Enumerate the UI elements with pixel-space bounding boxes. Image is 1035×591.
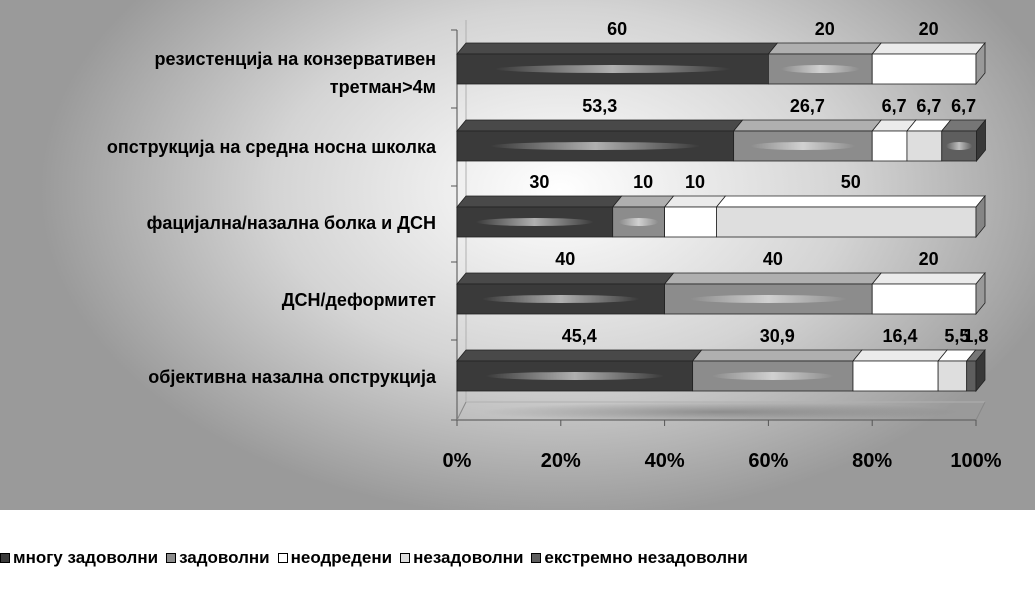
data-label: 45,4: [562, 326, 597, 346]
x-tick-label: 0%: [443, 450, 472, 472]
bar-chart: 0% 20% 40% 60% 80% 100% резистенција на конзер…: [107, 19, 1002, 472]
data-label: 30: [529, 172, 549, 192]
x-tick-label: 20%: [541, 450, 581, 472]
bar-segment: [871, 130, 908, 162]
bar-segment-top: [852, 349, 948, 362]
bar-segment-highlight: [618, 218, 659, 226]
bar-segment-highlight: [780, 65, 860, 73]
bar-segment: [664, 206, 717, 238]
bar-segment-side: [975, 194, 986, 239]
data-label: 10: [685, 172, 705, 192]
x-tick-label: 60%: [748, 450, 788, 472]
legend-label: неодредени: [290, 548, 393, 567]
data-label: 20: [919, 249, 939, 269]
bar-segment-top: [456, 195, 623, 208]
bar-segment-side: [976, 118, 986, 163]
legend-swatch: [166, 553, 177, 563]
x-tick-label: 40%: [645, 450, 685, 472]
bar-segment-top: [871, 42, 986, 55]
bar-segment-top: [456, 42, 779, 55]
bar-segment-highlight: [945, 142, 973, 150]
bar-segment-highlight: [711, 372, 834, 380]
category-label: опструкција на средна носна школка: [107, 137, 437, 157]
bar-segment-highlight: [490, 142, 701, 150]
bar-segment: [966, 360, 977, 392]
data-label: 40: [763, 249, 783, 269]
data-label: 20: [815, 19, 835, 39]
data-label: 26,7: [790, 96, 825, 116]
legend-swatch: [531, 553, 542, 563]
legend-swatch: [0, 553, 10, 563]
category-label: фацијална/назална болка и ДСН: [147, 213, 436, 233]
legend-label: задоволни: [179, 548, 270, 567]
category-label: третман>4м: [330, 77, 436, 97]
x-tick-label: 100%: [950, 450, 1001, 472]
legend-item: екстремно незадоволни: [531, 548, 748, 568]
bar-segment-top: [611, 195, 675, 208]
legend-label: незадоволни: [413, 548, 524, 567]
bar-segment-top: [732, 119, 883, 132]
bar-segment-side: [975, 271, 986, 316]
bar-segment-top: [691, 349, 863, 362]
bar-segment-highlight: [475, 218, 595, 226]
bar-segment-highlight: [494, 65, 732, 73]
floor-shadow: [480, 402, 960, 422]
data-label: 10: [633, 172, 653, 192]
bar-segment: [906, 130, 943, 162]
bar-segment-top: [663, 272, 883, 285]
legend-item: незадоволни: [400, 548, 523, 568]
bar-segment-top: [456, 349, 703, 362]
legend-label: екстремно незадоволни: [544, 548, 748, 567]
legend-swatch: [400, 553, 411, 563]
bar-segment-top: [767, 42, 883, 55]
legend: многу задоволни задоволни неодредени незадо…: [0, 546, 1035, 570]
data-label: 16,4: [883, 326, 918, 346]
data-label: 6,7: [951, 96, 976, 116]
data-label: 6,7: [882, 96, 907, 116]
floor-edge-right: [975, 401, 986, 421]
legend-swatch: [277, 553, 288, 563]
chart-area: 0% 20% 40% 60% 80% 100% резистенција на конзер…: [0, 0, 1035, 510]
legend-item: неодредени: [277, 548, 393, 568]
data-label: 60: [607, 19, 627, 39]
data-label: 50: [841, 172, 861, 192]
legend-label: многу задоволни: [13, 548, 159, 567]
bar-segment-top: [456, 119, 744, 132]
bar-segment-highlight: [485, 372, 665, 380]
data-label: 20: [919, 19, 939, 39]
data-label: 40: [555, 249, 575, 269]
data-label: 53,3: [582, 96, 617, 116]
bar-segment-top: [871, 272, 986, 285]
data-label: 1,8: [963, 326, 988, 346]
bar-segment-highlight: [689, 295, 848, 303]
bar-segment-top: [715, 195, 986, 208]
category-label: ДСН/деформитет: [282, 290, 436, 310]
bar-segment-highlight: [481, 295, 640, 303]
category-label: резистенција на конзервативен: [154, 49, 436, 69]
legend-item: многу задоволни: [0, 548, 158, 568]
data-label: 6,7: [916, 96, 941, 116]
x-tick-label: 80%: [852, 450, 892, 472]
legend-item: задоволни: [166, 548, 270, 568]
bar-segment: [716, 206, 977, 238]
bar-segment: [871, 283, 977, 315]
bar-segment-top: [663, 195, 727, 208]
bar-segment-top: [456, 272, 675, 285]
bar-segment: [871, 53, 977, 85]
floor-edge-left: [456, 401, 467, 421]
data-label: 5,5: [944, 326, 969, 346]
category-label: објективна назална опструкција: [148, 367, 437, 387]
data-label: 30,9: [760, 326, 795, 346]
bar-segment-highlight: [750, 142, 856, 150]
bar-segment: [937, 360, 968, 392]
bar-segment: [852, 360, 939, 392]
bar-segment-side: [975, 41, 986, 86]
bar-segment-side: [975, 348, 986, 393]
